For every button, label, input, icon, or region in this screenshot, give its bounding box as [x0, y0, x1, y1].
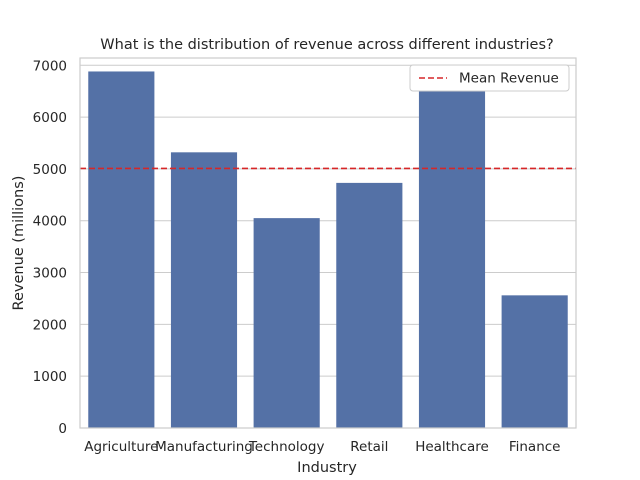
y-tick-label-3000: 3000 [33, 266, 67, 282]
x-axis-label: Industry [297, 460, 357, 476]
chart-title: What is the distribution of revenue acro… [100, 37, 553, 53]
x-tick-label-technology: Technology [248, 439, 325, 455]
x-tick-label-retail: Retail [350, 439, 388, 455]
y-tick-label-0: 0 [58, 421, 67, 437]
legend-label-mean-revenue: Mean Revenue [459, 71, 559, 87]
bar-manufacturing [170, 152, 238, 428]
bar-healthcare [418, 90, 486, 428]
x-tick-label-healthcare: Healthcare [415, 439, 489, 455]
legend-box [409, 64, 570, 92]
x-tick-label-agriculture: Agriculture [84, 439, 158, 455]
legend: Mean Revenue [409, 64, 570, 92]
x-tick-label-finance: Finance [509, 439, 561, 455]
y-tick-labels: 0 1000 2000 3000 4000 5000 6000 7000 [33, 58, 67, 437]
bar-retail [336, 182, 403, 428]
y-tick-label-1000: 1000 [33, 369, 67, 385]
x-tick-label-manufacturing: Manufacturing [155, 439, 253, 455]
y-axis-label: Revenue (millions) [11, 176, 27, 311]
y-tick-label-4000: 4000 [33, 214, 67, 230]
y-tick-label-7000: 7000 [33, 58, 67, 74]
bars [88, 71, 568, 428]
y-tick-label-6000: 6000 [33, 110, 67, 126]
bar-agriculture [88, 71, 155, 428]
y-tick-label-2000: 2000 [33, 317, 67, 333]
bar-finance [501, 295, 568, 428]
y-tick-label-5000: 5000 [33, 162, 67, 178]
plot-frame [79, 57, 577, 429]
bar-technology [253, 218, 320, 428]
